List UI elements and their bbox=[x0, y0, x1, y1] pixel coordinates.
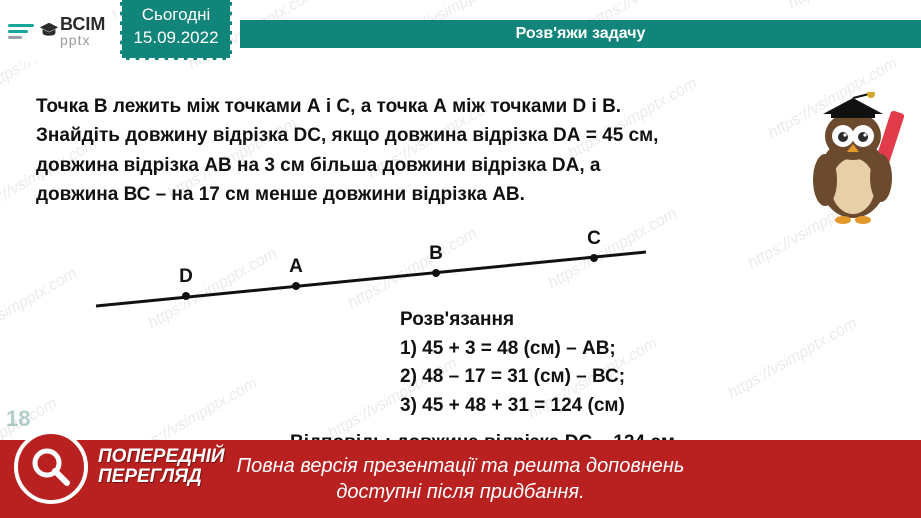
problem-line: довжина ВС – на 17 см менше довжини відр… bbox=[36, 180, 801, 209]
footer-line: Повна версія презентації та решта доповн… bbox=[237, 453, 685, 479]
logo-line1: ВСІМ bbox=[60, 15, 105, 33]
graduation-cap-icon bbox=[38, 20, 60, 42]
logo: ВСІМ pptx bbox=[0, 0, 112, 62]
watermark: https://vsimpptx.com bbox=[725, 315, 860, 404]
date-badge-today: Сьогодні bbox=[122, 4, 230, 27]
svg-text:B: B bbox=[429, 243, 443, 264]
preview-label-line: ПОПЕРЕДНІЙ bbox=[98, 447, 225, 467]
magnifier-circle bbox=[14, 430, 88, 504]
solution-heading: Розв'язання bbox=[400, 306, 625, 335]
svg-text:C: C bbox=[587, 228, 601, 249]
preview-label-line: ПЕРЕГЛЯД bbox=[98, 467, 225, 487]
date-badge: Сьогодні 15.09.2022 bbox=[120, 0, 232, 60]
solution-step: 3) 45 + 48 + 31 = 124 (см) bbox=[400, 392, 625, 421]
problem-line: Знайдіть довжину відрізка DС, якщо довжи… bbox=[36, 121, 801, 150]
owl-illustration bbox=[805, 92, 915, 232]
footer-line: доступні після придбання. bbox=[237, 479, 685, 505]
svg-text:A: A bbox=[289, 256, 303, 277]
slide-title: Розв'яжи задачу bbox=[240, 20, 921, 48]
footer-text: Повна версія презентації та решта доповн… bbox=[237, 453, 685, 505]
problem-line: Точка В лежить між точками А і С, а точк… bbox=[36, 92, 801, 121]
problem-text: Точка В лежить між точками А і С, а точк… bbox=[36, 92, 801, 210]
content: Точка В лежить між точками А і С, а точк… bbox=[0, 62, 921, 328]
magnifier-icon bbox=[29, 445, 73, 489]
preview-label: ПОПЕРЕДНІЙ ПЕРЕГЛЯД bbox=[98, 447, 225, 487]
logo-line2: pptx bbox=[60, 33, 105, 47]
logo-text: ВСІМ pptx bbox=[60, 15, 105, 47]
logo-bars-icon bbox=[8, 24, 34, 39]
header: ВСІМ pptx Сьогодні 15.09.2022 Розв'яжи з… bbox=[0, 0, 921, 62]
slide-number: 18 bbox=[6, 406, 30, 432]
date-badge-date: 15.09.2022 bbox=[122, 27, 230, 50]
preview-badge: ПОПЕРЕДНІЙ ПЕРЕГЛЯД bbox=[14, 430, 225, 504]
problem-line: довжина відрізка АВ на 3 см більша довжи… bbox=[36, 151, 801, 180]
solution-step: 2) 48 – 17 = 31 (см) – ВС; bbox=[400, 363, 625, 392]
solution-step: 1) 45 + 3 = 48 (см) – АВ; bbox=[400, 335, 625, 364]
solution-block: Розв'язання 1) 45 + 3 = 48 (см) – АВ; 2)… bbox=[400, 306, 625, 420]
svg-text:D: D bbox=[179, 266, 193, 287]
